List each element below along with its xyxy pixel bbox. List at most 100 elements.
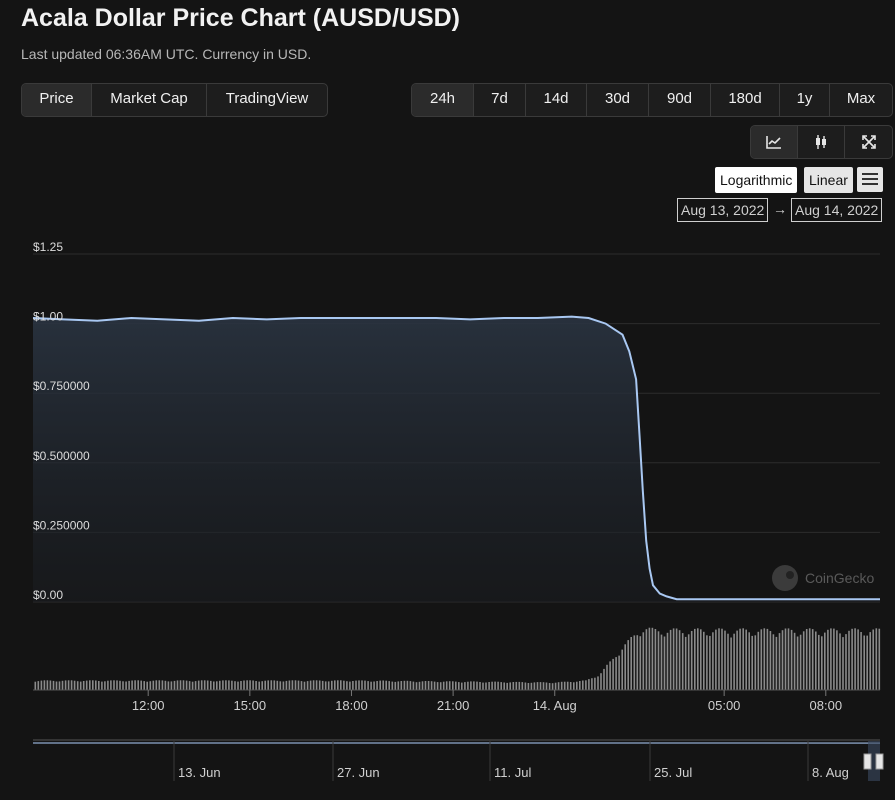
- volume-bar: [684, 636, 687, 690]
- volume-bar: [805, 629, 808, 690]
- volume-bar: [119, 680, 121, 690]
- volume-bar: [219, 680, 221, 690]
- page-title: Acala Dollar Price Chart (AUSD/USD): [21, 4, 461, 32]
- volume-bar: [612, 658, 614, 690]
- chart-menu-button[interactable]: [857, 167, 883, 192]
- volume-bar: [70, 680, 73, 690]
- volume-bar: [442, 681, 445, 690]
- volume-bar: [282, 681, 285, 690]
- volume-bar: [188, 681, 191, 690]
- range-max[interactable]: Max: [846, 90, 876, 107]
- volume-bar: [730, 637, 732, 690]
- range-14d[interactable]: 14d: [526, 84, 587, 116]
- volume-bar: [464, 682, 466, 690]
- volume-bar: [297, 680, 300, 690]
- volume-bar: [146, 681, 148, 690]
- volume-bar: [769, 631, 772, 690]
- tab-tradingview[interactable]: TradingView: [225, 90, 309, 107]
- volume-bar: [784, 628, 787, 690]
- linear-button[interactable]: Linear: [804, 167, 853, 193]
- volume-bar: [521, 682, 524, 690]
- range-navigator[interactable]: 13. Jun 27. Jun 11. Jul 25. Jul 8. Aug: [33, 739, 884, 781]
- volume-bar: [630, 637, 632, 690]
- volume-bar: [494, 681, 496, 690]
- x-tick-label: 08:00: [810, 698, 843, 713]
- volume-bar: [206, 680, 209, 690]
- fullscreen-button[interactable]: [845, 126, 892, 158]
- volume-bar: [334, 680, 336, 690]
- volume-bar: [452, 681, 454, 690]
- volume-bar: [267, 680, 269, 690]
- volume-bar: [312, 680, 315, 690]
- range-1y[interactable]: 1y: [780, 84, 830, 116]
- x-tick-label: 14. Aug: [533, 698, 577, 713]
- volume-bar: [152, 680, 155, 690]
- volume-bar: [458, 682, 460, 690]
- volume-bar: [306, 681, 309, 690]
- range-7d[interactable]: 7d: [474, 84, 526, 116]
- volume-bar: [355, 680, 357, 690]
- volume-bar: [370, 681, 372, 690]
- logarithmic-button[interactable]: Logarithmic: [715, 167, 798, 193]
- candlestick-button[interactable]: [798, 126, 845, 158]
- volume-bar: [512, 682, 515, 690]
- volume-bar: [200, 680, 203, 690]
- volume-bar: [845, 634, 847, 690]
- navigator-tick-label: 27. Jun: [337, 765, 380, 780]
- volume-bar: [125, 681, 127, 690]
- range-24h[interactable]: 24h: [412, 84, 474, 116]
- volume-bar: [415, 682, 418, 690]
- volume-bar: [264, 680, 266, 690]
- x-tick-label: 21:00: [437, 698, 470, 713]
- volume-bar: [382, 680, 384, 690]
- volume-bar: [515, 681, 518, 690]
- volume-bar: [588, 679, 590, 690]
- volume-bar: [603, 668, 605, 690]
- volume-bar: [203, 680, 206, 690]
- volume-bar: [237, 681, 239, 690]
- volume-bar: [697, 628, 699, 690]
- tab-price[interactable]: Price: [22, 84, 92, 116]
- volume-bar: [636, 635, 639, 690]
- volume-bar: [379, 680, 381, 690]
- menu-icon: [862, 173, 878, 175]
- volume-bar: [455, 681, 457, 690]
- volume-bar: [234, 681, 236, 690]
- volume-bar: [597, 676, 599, 690]
- volume-bar: [678, 630, 681, 690]
- x-tick-label: 15:00: [234, 698, 267, 713]
- volume-bar: [67, 680, 70, 690]
- volume-bar: [763, 628, 766, 690]
- volume-bar: [557, 682, 560, 690]
- volume-bar: [418, 681, 421, 690]
- date-from-input[interactable]: Aug 13, 2022: [677, 198, 769, 222]
- navigator-handle-right[interactable]: [875, 753, 884, 770]
- volume-bar: [694, 628, 696, 690]
- volume-bar: [854, 628, 856, 690]
- volume-bar: [143, 681, 145, 690]
- line-chart-button[interactable]: [751, 126, 798, 158]
- volume-bar: [582, 680, 584, 690]
- volume-bar: [467, 681, 469, 690]
- volume-bar: [654, 629, 657, 690]
- volume-bar: [709, 635, 711, 690]
- volume-bar: [539, 682, 542, 690]
- range-90d[interactable]: 90d: [649, 84, 711, 116]
- range-30d[interactable]: 30d: [587, 84, 649, 116]
- y-tick-label: $0.250000: [33, 518, 90, 532]
- volume-bar: [421, 681, 424, 690]
- volume-bar: [551, 683, 554, 690]
- date-to-input[interactable]: Aug 14, 2022: [791, 198, 883, 222]
- volume-bar: [222, 680, 224, 690]
- navigator-handle-left[interactable]: [863, 753, 872, 770]
- volume-bar: [55, 681, 58, 690]
- volume-bar: [279, 681, 282, 690]
- volume-bar: [869, 632, 871, 690]
- range-180d[interactable]: 180d: [711, 84, 780, 116]
- volume-bar: [642, 632, 645, 690]
- volume-bar: [497, 681, 499, 690]
- tab-market-cap[interactable]: Market Cap: [92, 84, 207, 116]
- volume-bar: [860, 632, 862, 690]
- volume-bar: [255, 681, 257, 690]
